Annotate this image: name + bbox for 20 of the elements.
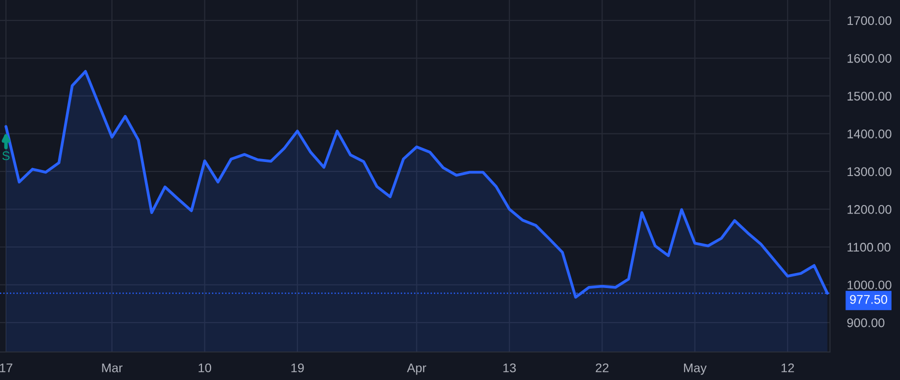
y-tick-label: 1200.00 [848, 205, 892, 214]
y-tick-label: 900.00 [847, 318, 884, 328]
x-tick-label: May [684, 364, 707, 375]
x-tick-label: 12 [782, 363, 794, 372]
x-tick-label: Apr [406, 364, 426, 375]
x-tick-label: 17 [0, 364, 12, 372]
y-tick-label: 1500.00 [848, 92, 892, 101]
x-tick-label: 13 [503, 363, 516, 372]
y-tick-label: 1100.00 [848, 242, 890, 252]
y-tick-label: 1600.00 [848, 54, 892, 63]
x-tick-label: 22 [596, 363, 608, 372]
x-tick-label: Mar [102, 364, 123, 372]
annotation: S [2, 151, 10, 160]
x-tick-label: 19 [291, 363, 304, 372]
ref-line-label: 977.50 [850, 294, 888, 304]
y-tick-label: 1700.00 [848, 16, 892, 26]
y-tick-label: 1300.00 [848, 167, 892, 176]
y-tick-label: 1400.00 [848, 130, 892, 138]
y-tick-label: 1000.00 [848, 280, 892, 290]
x-tick-label: 10 [198, 363, 212, 372]
